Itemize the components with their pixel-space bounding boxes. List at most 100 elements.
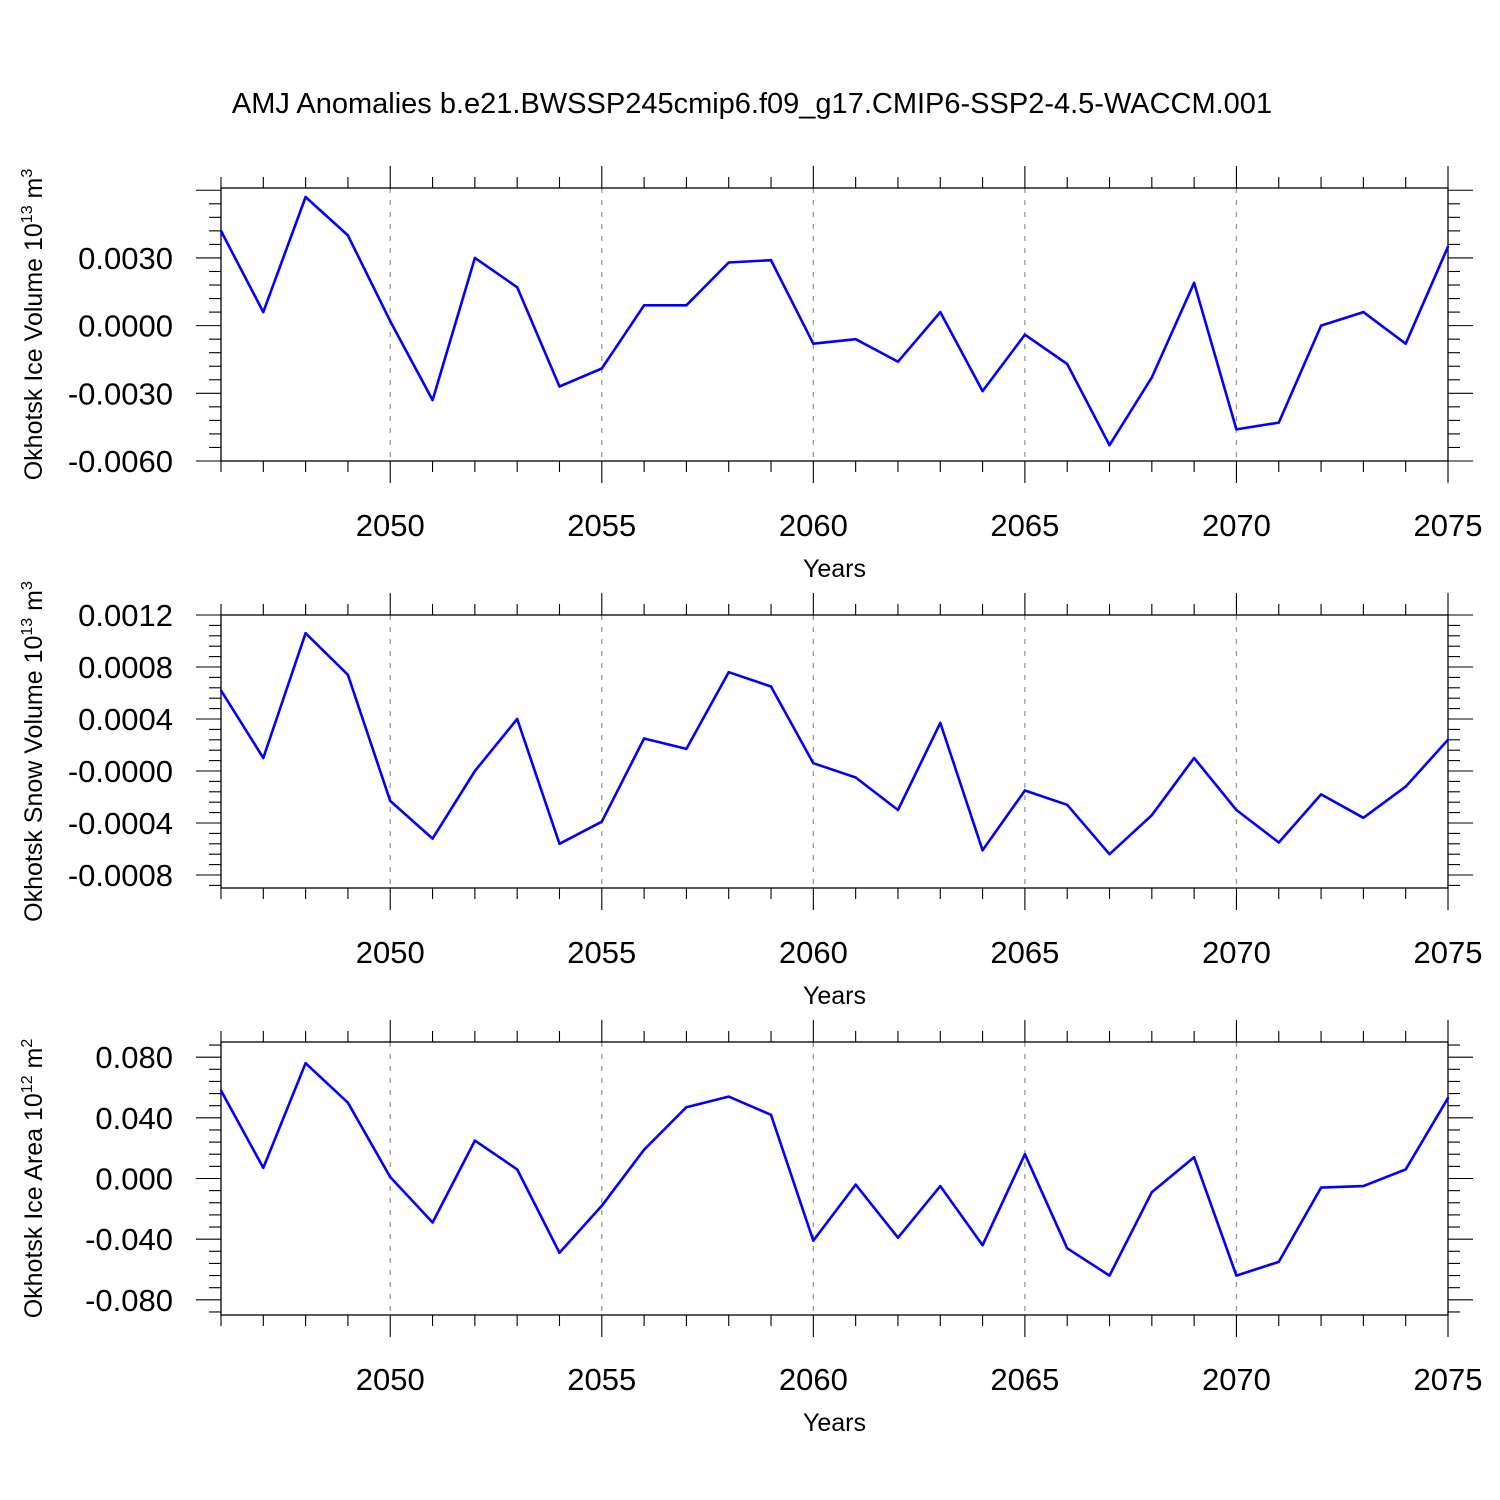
y-tick-label: 0.000 xyxy=(95,1162,173,1197)
y-tick-label: -0.040 xyxy=(85,1222,173,1257)
y-tick-label: 0.0030 xyxy=(78,241,173,276)
data-point xyxy=(685,1106,688,1109)
data-point xyxy=(1108,444,1111,447)
data-point xyxy=(1150,1190,1154,1194)
data-point xyxy=(1404,1168,1407,1171)
data-point xyxy=(812,1239,815,1242)
data-point xyxy=(854,776,857,779)
data-point xyxy=(1108,853,1111,856)
data-point xyxy=(262,756,265,760)
series-line-ice-area xyxy=(219,1061,1450,1277)
data-point xyxy=(262,310,265,314)
data-point xyxy=(1108,1274,1111,1277)
xlabel-ice-volume: Years xyxy=(803,555,866,583)
data-point xyxy=(346,673,350,676)
xlabel-ice-area: Years xyxy=(803,1409,866,1437)
data-point xyxy=(1150,376,1154,379)
data-point xyxy=(1404,342,1407,345)
data-point xyxy=(600,820,603,823)
data-point xyxy=(431,398,434,402)
y-tick-label: 0.040 xyxy=(95,1101,173,1136)
data-point xyxy=(896,808,900,812)
y-tick-label: -0.0004 xyxy=(68,806,173,841)
data-point xyxy=(515,717,519,721)
data-point xyxy=(981,389,984,393)
y-tick-label: 0.080 xyxy=(95,1040,173,1075)
data-point xyxy=(854,1183,857,1186)
data-point xyxy=(389,1175,392,1179)
data-point xyxy=(346,1101,350,1104)
data-point xyxy=(473,1139,477,1142)
data-point xyxy=(558,1251,561,1255)
y-tick-label: 0.0008 xyxy=(78,650,173,685)
data-point xyxy=(1319,1186,1323,1189)
data-point xyxy=(304,195,307,199)
panel-ice-volume: -0.0060 -0.0030 0.0000 0.0030 2050 2055 2060 20… xyxy=(19,166,1482,583)
data-point xyxy=(1277,841,1280,844)
x-tick-label: 2070 xyxy=(1202,508,1271,543)
data-point xyxy=(1023,333,1027,336)
data-point xyxy=(473,256,477,260)
data-point xyxy=(939,1184,942,1188)
data-point xyxy=(939,721,942,725)
data-point xyxy=(1235,808,1238,812)
x-tick-label: 2055 xyxy=(567,1362,636,1397)
data-point xyxy=(1362,1184,1365,1188)
plot-frame xyxy=(220,614,1449,889)
data-point xyxy=(1446,738,1450,741)
data-point xyxy=(769,258,773,262)
y-tick-label: -0.0030 xyxy=(68,376,173,411)
x-tick-label: 2075 xyxy=(1414,935,1483,970)
data-point xyxy=(727,261,730,264)
x-tick-label: 2075 xyxy=(1414,508,1483,543)
x-tick-label: 2065 xyxy=(990,935,1059,970)
data-point xyxy=(642,1148,646,1151)
xlabel-snow-volume: Years xyxy=(803,982,866,1010)
x-tick-label: 2050 xyxy=(356,508,425,543)
x-tick-label: 2065 xyxy=(990,1362,1059,1397)
data-point xyxy=(685,747,688,751)
y-tick-label: -0.080 xyxy=(85,1283,173,1318)
ylabel-ice-area: Okhotsk Ice Area 1012 m2 xyxy=(19,1039,48,1319)
data-point xyxy=(389,319,392,323)
data-point xyxy=(1319,324,1323,327)
x-tick-label: 2070 xyxy=(1202,1362,1271,1397)
data-point xyxy=(389,799,392,803)
x-tick-label: 2060 xyxy=(779,935,848,970)
data-point xyxy=(1446,245,1450,248)
data-point xyxy=(642,737,646,740)
data-point xyxy=(812,342,815,345)
data-point xyxy=(600,367,603,370)
data-point xyxy=(1446,1096,1450,1100)
y-tick-label: -0.0000 xyxy=(68,754,173,789)
data-point xyxy=(896,360,900,363)
data-point xyxy=(1235,428,1238,431)
data-point xyxy=(1235,1274,1238,1277)
x-tick-label: 2055 xyxy=(567,508,636,543)
data-point xyxy=(600,1204,603,1208)
data-point xyxy=(515,286,519,289)
data-point xyxy=(642,304,646,307)
ylabel-snow-volume: Okhotsk Snow Volume 1013 m3 xyxy=(19,581,48,922)
data-point xyxy=(219,1089,223,1092)
x-tick-label: 2055 xyxy=(567,935,636,970)
data-point xyxy=(304,1062,307,1065)
ylabel-ice-volume: Okhotsk Ice Volume 1013 m3 xyxy=(19,169,48,481)
panel-ice-area: -0.080 -0.040 0.000 0.040 0.080 2050 2055 2060 2… xyxy=(19,1020,1482,1437)
data-point xyxy=(346,234,350,237)
data-point xyxy=(1362,816,1365,819)
data-point xyxy=(769,685,773,688)
data-point xyxy=(1023,1153,1027,1156)
data-point xyxy=(473,769,477,773)
data-point xyxy=(1066,362,1069,366)
data-point xyxy=(1066,803,1069,806)
series-line-ice-volume xyxy=(219,195,1450,447)
x-tick-label: 2065 xyxy=(990,508,1059,543)
data-point xyxy=(558,842,561,845)
data-point xyxy=(854,337,857,341)
data-point xyxy=(1277,1260,1280,1264)
data-point xyxy=(981,1244,984,1247)
x-tick-label: 2050 xyxy=(356,1362,425,1397)
data-point xyxy=(769,1113,773,1117)
data-point xyxy=(515,1168,519,1171)
